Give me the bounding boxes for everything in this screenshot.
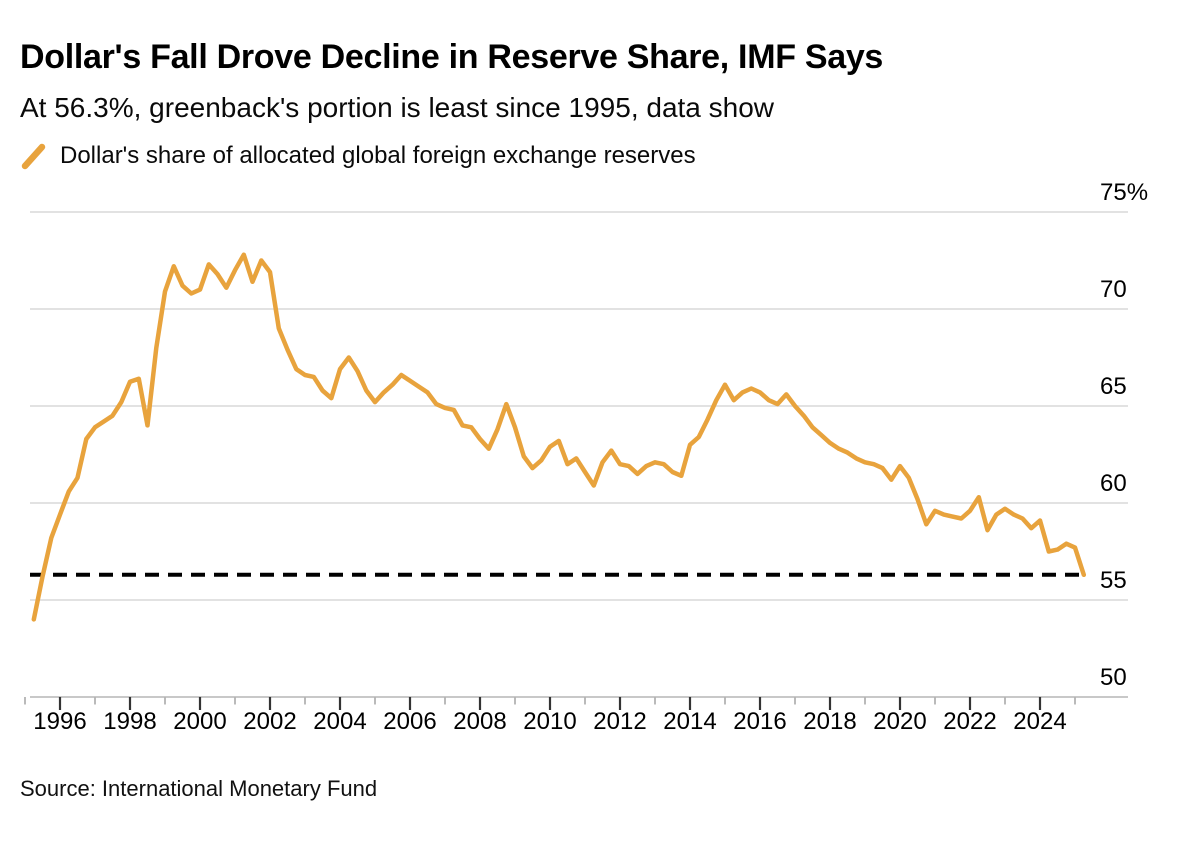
- legend-slash-icon: [21, 143, 46, 169]
- x-tick-label-2012: 2012: [593, 708, 646, 735]
- y-tick-label-55: 55: [1100, 567, 1127, 594]
- x-tick-label-1998: 1998: [103, 708, 156, 735]
- x-tick-label-2022: 2022: [943, 708, 996, 735]
- source-note: Source: International Monetary Fund: [20, 776, 378, 801]
- x-tick-label-2004: 2004: [313, 708, 366, 735]
- x-tick-label-2020: 2020: [873, 708, 926, 735]
- x-tick-label-2014: 2014: [663, 708, 716, 735]
- x-tick-label-2008: 2008: [453, 708, 506, 735]
- legend-label: Dollar's share of allocated global forei…: [60, 142, 696, 169]
- x-tick-label-2010: 2010: [523, 708, 576, 735]
- x-tick-label-2002: 2002: [243, 708, 296, 735]
- y-tick-label-50: 50: [1100, 664, 1127, 691]
- x-tick-label-1996: 1996: [33, 708, 86, 735]
- x-tick-label-2006: 2006: [383, 708, 436, 735]
- series-line: [31, 252, 1087, 622]
- x-tick-label-2016: 2016: [733, 708, 786, 735]
- y-tick-label-65: 65: [1100, 373, 1127, 400]
- chart-title: Dollar's Fall Drove Decline in Reserve S…: [20, 38, 884, 76]
- legend: Dollar's share of allocated global forei…: [20, 142, 696, 170]
- y-tick-label-70: 70: [1100, 276, 1127, 303]
- y-tick-label-60: 60: [1100, 470, 1127, 497]
- chart-subtitle: At 56.3%, greenback's portion is least s…: [20, 92, 775, 123]
- x-tick-label-2000: 2000: [173, 708, 226, 735]
- y-tick-label-75: 75%: [1100, 179, 1148, 206]
- x-tick-label-2024: 2024: [1013, 708, 1066, 735]
- x-tick-label-2018: 2018: [803, 708, 856, 735]
